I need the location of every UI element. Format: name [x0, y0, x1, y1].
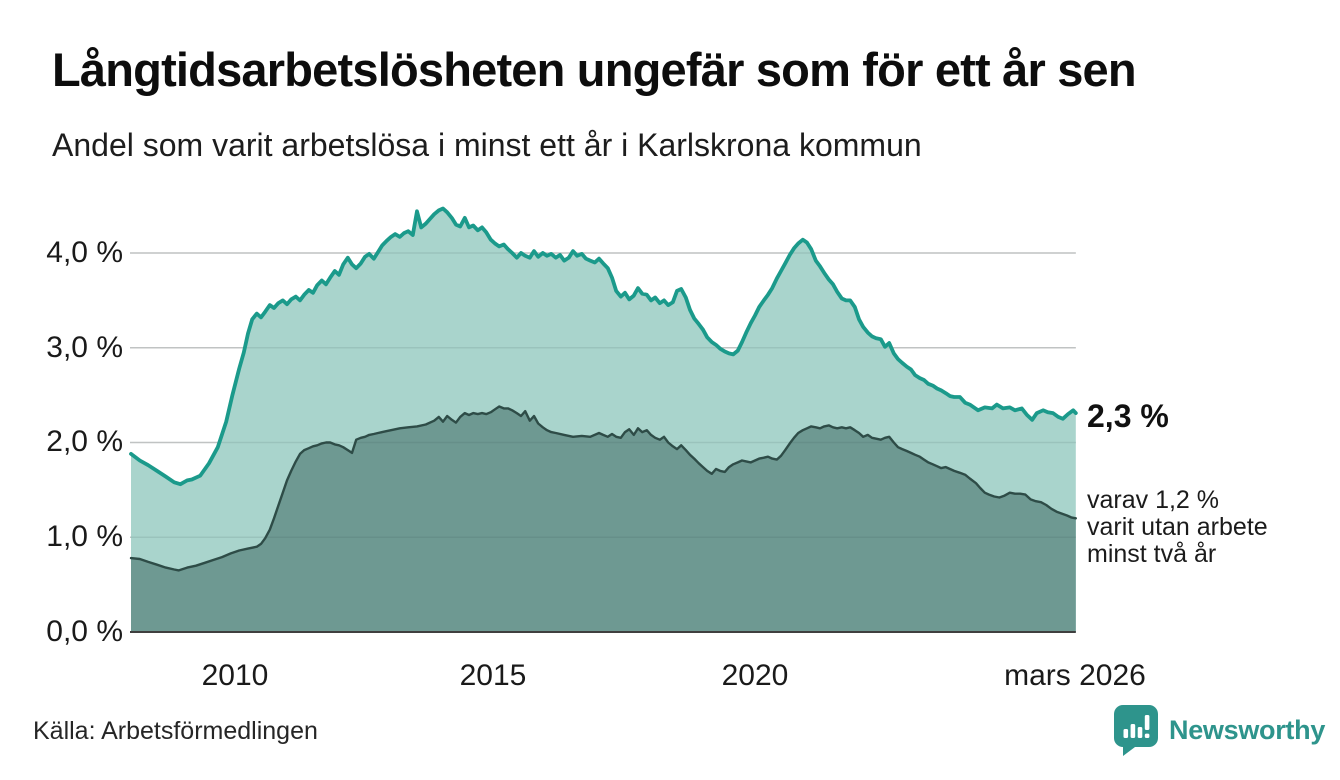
y-axis-label-4: 4,0 % — [46, 236, 123, 269]
y-axis-label-0: 0,0 % — [46, 615, 123, 648]
annotation-subset-line3: minst två år — [1087, 540, 1217, 568]
x-axis-label-mars-2026: mars 2026 — [1004, 659, 1146, 692]
page-title: Långtidsarbetslösheten ungefär som för e… — [52, 43, 1137, 96]
y-axis-label-3: 3,0 % — [46, 331, 123, 364]
newsworthy-wordmark: Newsworthy — [1169, 714, 1326, 745]
y-axis-label-2: 2,0 % — [46, 425, 123, 458]
annotation-total-value: 2,3 % — [1087, 398, 1169, 434]
newsworthy-brand-link[interactable]: Newsworthy — [1113, 704, 1325, 756]
y-axis-label-1: 1,0 % — [46, 520, 123, 553]
x-axis-label-2010: 2010 — [201, 659, 269, 692]
annotation-subset-line1: varav 1,2 % — [1087, 486, 1220, 514]
page-subtitle: Andel som varit arbetslösa i minst ett å… — [52, 127, 922, 163]
annotation-subset-text: varav 1,2 % varit utan arbete minst två … — [1087, 487, 1268, 568]
x-axis-label-2020: 2020 — [721, 659, 789, 692]
newsworthy-logo-icon — [1113, 704, 1159, 756]
x-axis-label-2015: 2015 — [459, 659, 527, 692]
source-credit: Källa: Arbetsförmedlingen — [33, 717, 318, 745]
annotation-subset-line2: varit utan arbete — [1087, 513, 1268, 541]
